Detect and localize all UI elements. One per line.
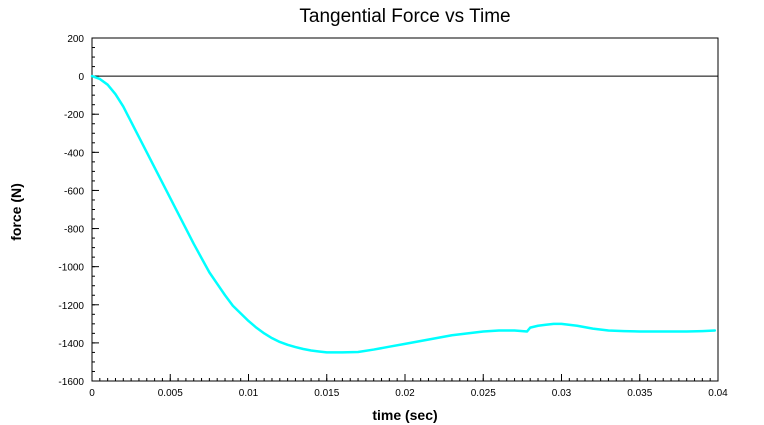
- x-axis-label: time (sec): [372, 407, 437, 423]
- chart-title: Tangential Force vs Time: [299, 6, 510, 27]
- x-tick-label: 0.035: [627, 388, 652, 399]
- x-tick-label: 0.005: [158, 388, 183, 399]
- y-tick-label: -800: [64, 225, 84, 236]
- x-tick-label: 0.015: [314, 388, 339, 399]
- x-tick-label: 0: [89, 388, 95, 399]
- y-tick-label: -600: [64, 186, 84, 197]
- x-tick-label: 0.04: [708, 388, 728, 399]
- plot-frame: [91, 37, 719, 382]
- x-tick-label: 0.03: [552, 388, 572, 399]
- y-tick-label: -1000: [58, 263, 84, 274]
- y-tick-label: -1200: [58, 301, 84, 312]
- y-tick-label: 200: [67, 34, 84, 45]
- y-tick-label: -200: [64, 110, 84, 121]
- series-line-0: [90, 74, 717, 354]
- plot-area: 0 0.005 0.01 0.015 0.02 0.025 0.03 0.035 0.04 200…: [58, 34, 728, 399]
- y-tick-label: -1600: [58, 377, 84, 388]
- y-tick-label: 0: [78, 72, 84, 83]
- x-tick-label: 0.025: [471, 388, 496, 399]
- x-tick-label: 0.02: [395, 388, 415, 399]
- y-tick-label: -400: [64, 148, 84, 159]
- x-tick-label: 0.01: [239, 388, 259, 399]
- y-axis-label: force (N): [8, 183, 24, 241]
- y-tick-label: -1400: [58, 339, 84, 350]
